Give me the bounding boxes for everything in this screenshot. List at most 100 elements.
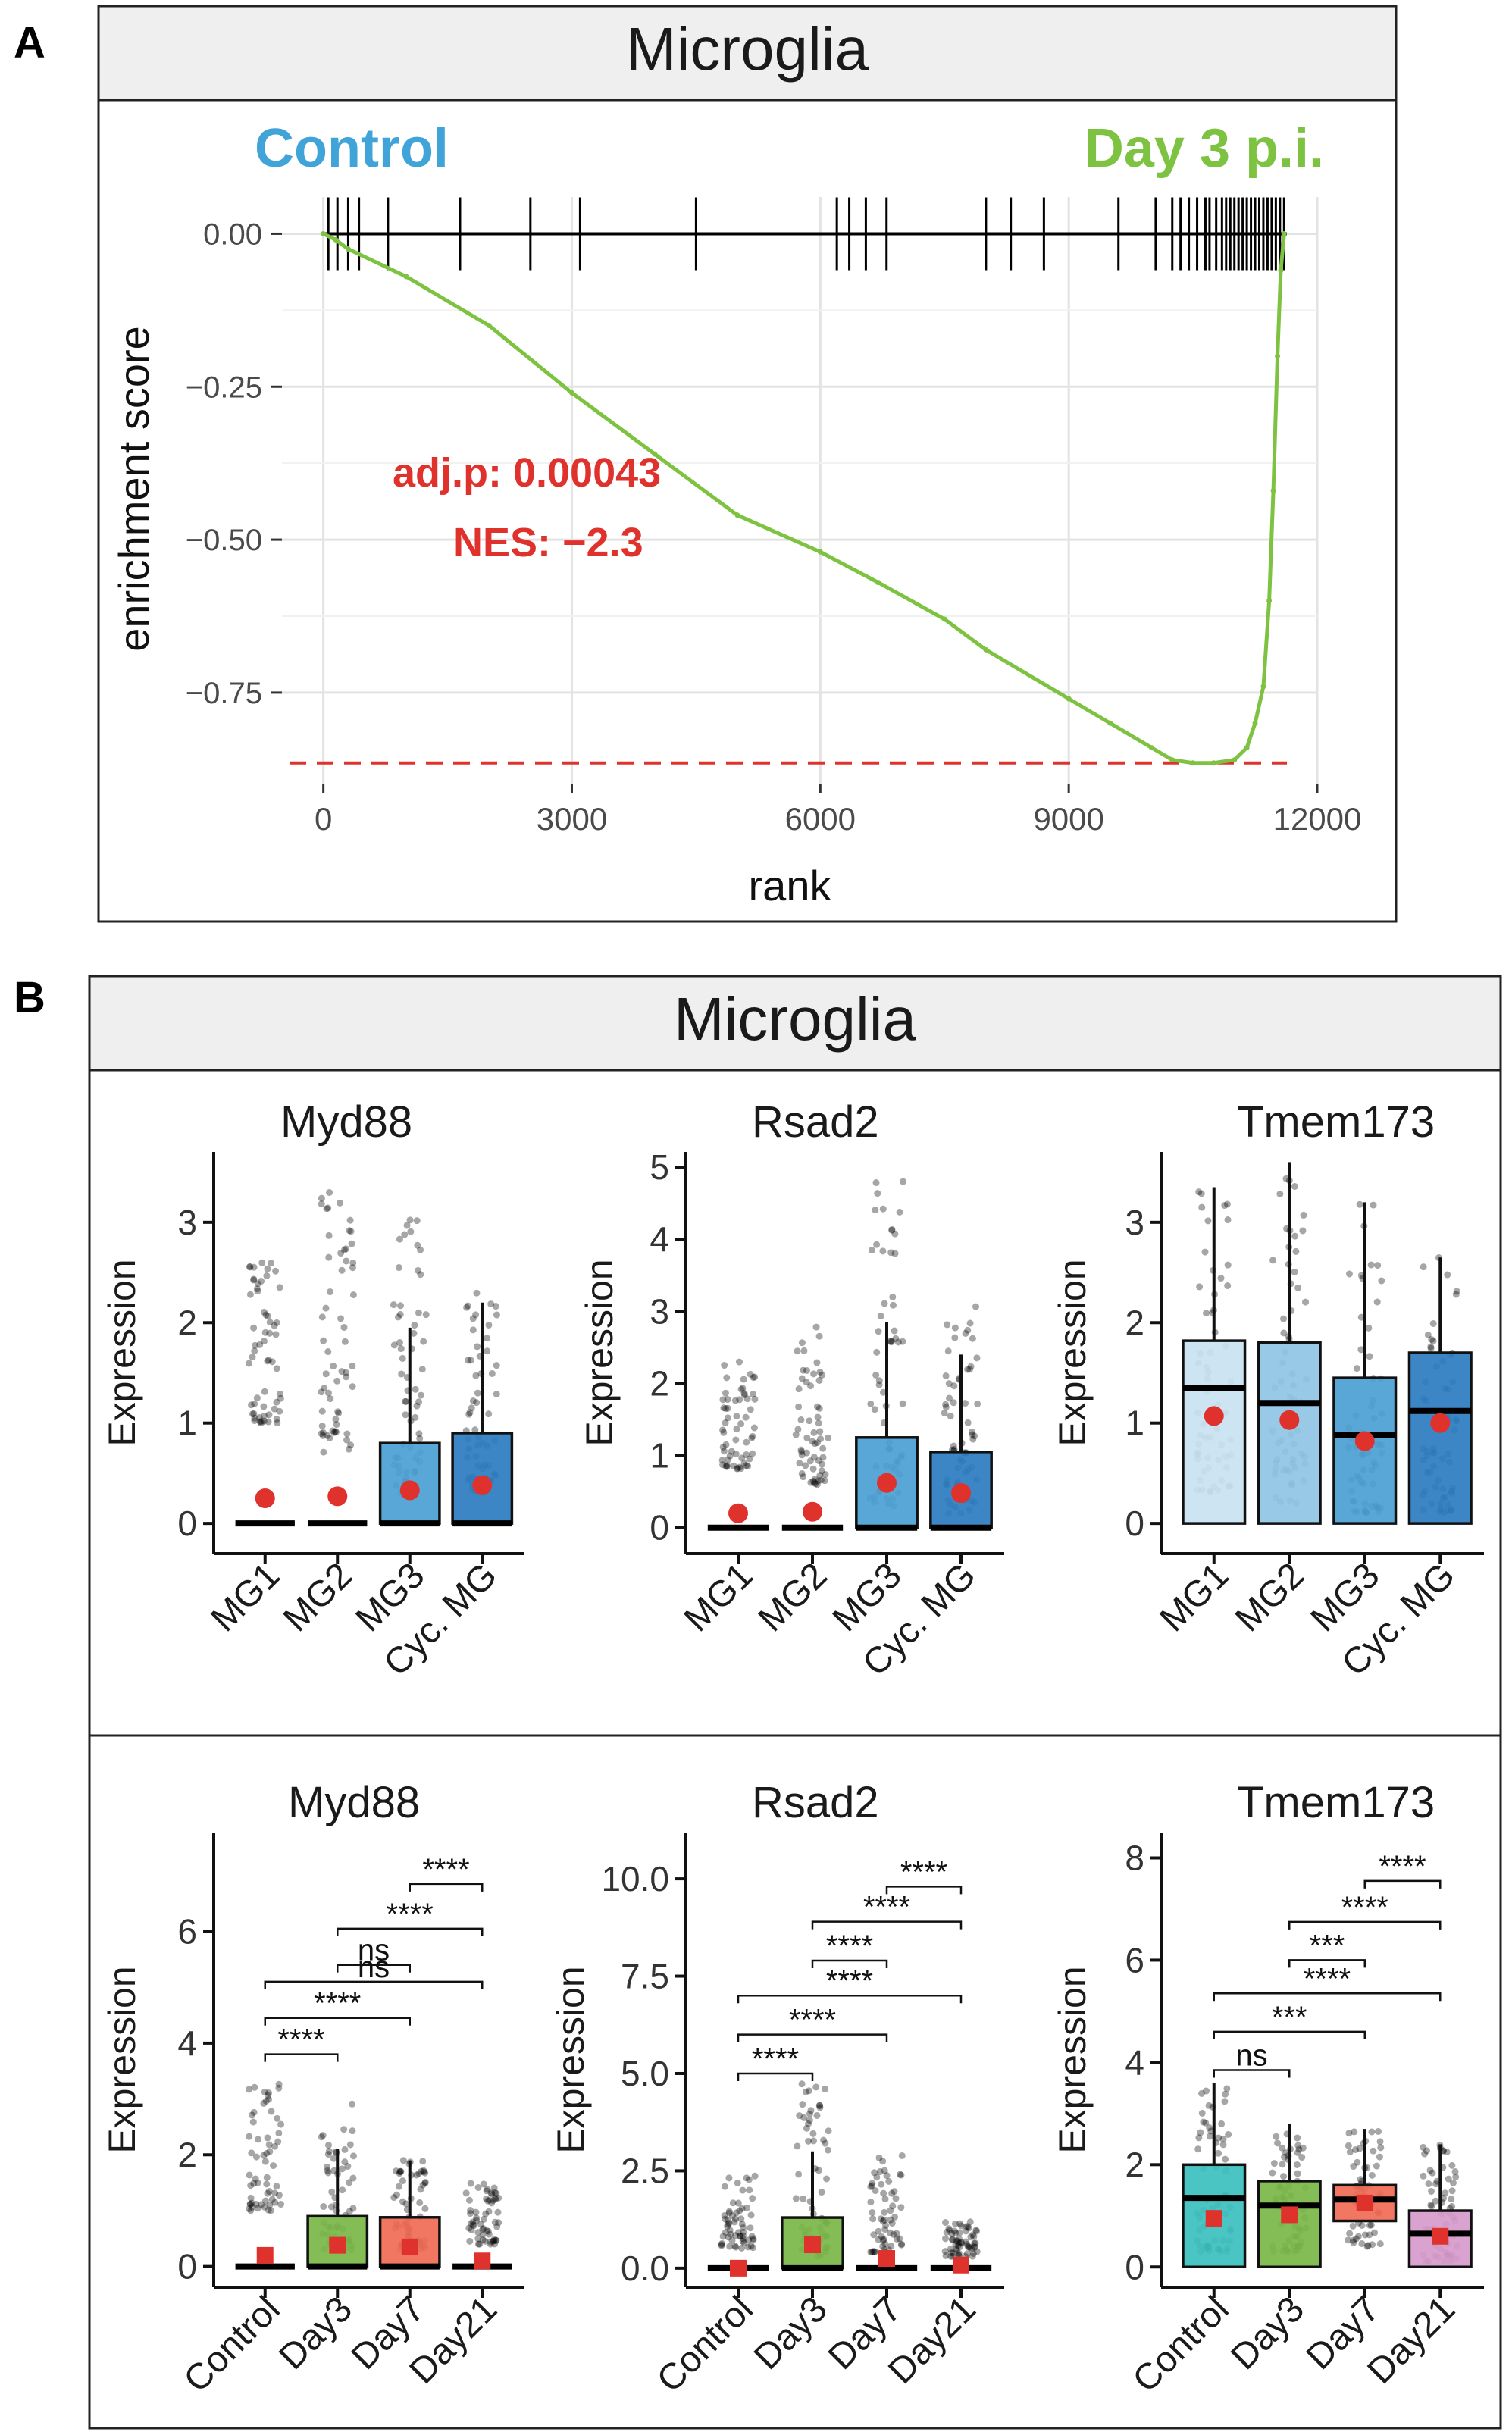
jitter-point	[743, 1451, 750, 1459]
jitter-point	[473, 1399, 481, 1407]
jitter-point	[869, 2180, 876, 2187]
gsea-curve-point	[403, 274, 409, 280]
jitter-point	[1270, 2160, 1278, 2167]
jitter-point	[1294, 2134, 1301, 2142]
jitter-point	[734, 2199, 742, 2207]
gsea-curve-point	[983, 646, 989, 653]
jitter-point	[1350, 2239, 1357, 2246]
jitter-point	[881, 2208, 888, 2216]
jitter-point	[396, 1235, 403, 1243]
jitter-point	[725, 2174, 733, 2182]
jitter-point	[413, 1402, 421, 1410]
jitter-point	[252, 2200, 260, 2208]
jitter-point	[1223, 1200, 1231, 1208]
mean-marker	[953, 2256, 969, 2274]
jitter-point	[872, 2187, 879, 2195]
jitter-point	[318, 1407, 326, 1415]
boxplot-y-tick-label: 2	[1125, 1303, 1144, 1342]
jitter-point	[1448, 2187, 1456, 2195]
jitter-point	[889, 1293, 897, 1300]
jitter-point	[795, 1403, 803, 1410]
jitter-point	[274, 2114, 281, 2122]
jitter-point	[272, 1331, 280, 1338]
jitter-point	[796, 1460, 803, 1467]
jitter-point	[273, 1365, 280, 1372]
jitter-point	[488, 1369, 496, 1377]
jitter-point	[1299, 1227, 1307, 1235]
jitter-point	[720, 1429, 728, 1436]
jitter-point	[1420, 2143, 1427, 2151]
box-iqr	[1257, 1341, 1322, 1525]
jitter-point	[484, 2197, 492, 2205]
jitter-point	[948, 2236, 956, 2243]
jitter-point	[797, 1446, 805, 1454]
panel-a-letter: A	[14, 18, 45, 67]
jitter-point	[251, 2083, 258, 2091]
jitter-point	[725, 2233, 732, 2241]
jitter-point	[393, 2191, 401, 2199]
jitter-point	[950, 1442, 957, 1450]
jitter-point	[969, 1431, 976, 1438]
jitter-point	[945, 1380, 953, 1388]
jitter-point	[1221, 2098, 1229, 2105]
jitter-point	[332, 1429, 340, 1436]
jitter-point	[1292, 1247, 1300, 1255]
jitter-point	[249, 2118, 257, 2126]
jitter-point	[942, 2252, 950, 2259]
boxplot-y-tick-label: 1	[177, 1404, 197, 1443]
boxplot-y-tick-label: 2.5	[621, 2151, 669, 2190]
jitter-point	[396, 2167, 404, 2175]
jitter-point	[810, 1429, 818, 1436]
jitter-point	[875, 1328, 882, 1335]
jitter-point	[1224, 1261, 1232, 1269]
mean-marker	[803, 1501, 822, 1522]
jitter-point	[973, 2227, 981, 2235]
mean-marker	[1279, 1410, 1300, 1430]
jitter-point	[393, 2167, 400, 2175]
panel-a-strip	[97, 5, 1398, 102]
jitter-point	[324, 2163, 331, 2171]
jitter-point	[800, 2114, 808, 2121]
jitter-point	[944, 1321, 951, 1329]
boxplot-y-tick-label: 5	[650, 1147, 669, 1187]
jitter-point	[417, 1271, 424, 1279]
jitter-point	[493, 1362, 500, 1369]
gsea-curve-point	[734, 512, 740, 518]
jitter-point	[421, 2205, 429, 2212]
jitter-point	[806, 1417, 813, 1425]
gsea-curve-point	[817, 549, 823, 555]
jitter-point	[246, 2200, 254, 2208]
jitter-point	[493, 1311, 500, 1319]
jitter-point	[1356, 1200, 1363, 1208]
jitter-point	[480, 2225, 487, 2233]
jitter-point	[258, 1419, 265, 1427]
jitter-point	[324, 1348, 332, 1356]
jitter-point	[267, 2207, 274, 2214]
jitter-point	[250, 2108, 258, 2116]
jitter-point	[963, 2223, 970, 2230]
jitter-point	[749, 2195, 756, 2202]
jitter-point	[396, 1339, 403, 1347]
jitter-point	[718, 2242, 725, 2249]
jitter-point	[729, 2212, 737, 2220]
gsea-y-tick-label: −0.25	[186, 371, 262, 404]
jitter-point	[331, 1428, 339, 1435]
jitter-point	[1217, 1275, 1225, 1282]
jitter-point	[246, 1360, 253, 1367]
jitter-point	[974, 1400, 981, 1407]
gsea-curve-point	[1266, 598, 1273, 604]
jitter-point	[265, 2089, 273, 2097]
jitter-point	[732, 1451, 740, 1458]
jitter-point	[1444, 1271, 1451, 1279]
jitter-point	[468, 1404, 475, 1412]
jitter-point	[724, 2223, 731, 2230]
jitter-point	[969, 2249, 977, 2257]
significance-label: ns	[1235, 2039, 1267, 2072]
jitter-point	[493, 2189, 500, 2197]
jitter-point	[490, 2237, 497, 2245]
jitter-point	[872, 1179, 880, 1187]
jitter-point	[1273, 2133, 1280, 2140]
jitter-point	[339, 2186, 346, 2194]
